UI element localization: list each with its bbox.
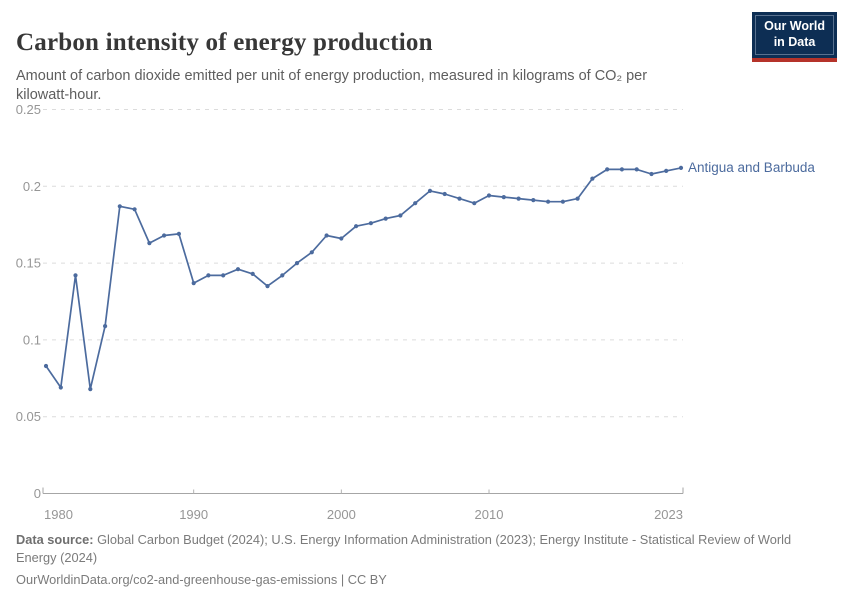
- data-point: [206, 273, 211, 278]
- data-point: [162, 233, 167, 238]
- data-source-text: Global Carbon Budget (2024); U.S. Energy…: [16, 532, 792, 565]
- data-point: [560, 199, 566, 204]
- data-point: [43, 363, 49, 369]
- data-point: [442, 191, 447, 197]
- y-tick-label: 0.2: [23, 179, 41, 194]
- data-point: [619, 167, 625, 172]
- data-point: [265, 284, 270, 289]
- data-point: [531, 198, 536, 203]
- chart-footer: Data source: Global Carbon Budget (2024)…: [16, 531, 798, 589]
- data-point: [427, 188, 433, 193]
- owid-logo-text: Our World in Data: [755, 15, 834, 56]
- data-point: [117, 204, 122, 209]
- data-point: [324, 233, 329, 238]
- y-tick-label: 0.05: [16, 409, 41, 424]
- data-point: [605, 167, 610, 172]
- data-point: [413, 201, 418, 206]
- y-tick-label: 0.25: [16, 102, 41, 117]
- data-point: [634, 167, 639, 172]
- data-point: [235, 267, 241, 272]
- data-point: [368, 221, 373, 226]
- y-tick-label: 0: [34, 486, 41, 501]
- data-source-line: Data source: Global Carbon Budget (2024)…: [16, 531, 798, 566]
- data-point: [501, 195, 506, 200]
- data-point: [132, 207, 137, 212]
- data-point: [147, 241, 152, 246]
- data-point: [457, 196, 462, 201]
- data-point: [383, 216, 388, 221]
- license-line: OurWorldinData.org/co2-and-greenhouse-ga…: [16, 572, 387, 588]
- series-entity-label: Antigua and Barbuda: [688, 159, 815, 175]
- data-line: [45, 167, 682, 390]
- owid-logo-line1: Our World: [764, 19, 825, 33]
- data-point: [103, 324, 108, 329]
- data-point: [472, 201, 477, 206]
- y-tick-label: 0.15: [16, 256, 41, 271]
- data-point: [664, 168, 669, 173]
- x-tick-label: 2010: [475, 507, 504, 522]
- x-tick-label: 1980: [44, 507, 73, 522]
- data-point: [73, 273, 78, 278]
- x-tick-label: 1990: [179, 507, 208, 522]
- data-point: [176, 231, 181, 236]
- data-point: [294, 261, 300, 266]
- data-point: [354, 224, 359, 229]
- data-point: [678, 165, 684, 170]
- x-tick-label: 2023: [654, 507, 683, 522]
- chart-subtitle: Amount of carbon dioxide emitted per uni…: [16, 67, 648, 103]
- data-point: [191, 281, 196, 286]
- data-source-label: Data source:: [16, 532, 94, 547]
- data-point: [546, 199, 551, 204]
- owid-logo: Our World in Data: [752, 12, 837, 63]
- data-point: [575, 196, 580, 201]
- data-point: [486, 193, 492, 198]
- data-point: [398, 213, 403, 218]
- data-point: [58, 385, 63, 390]
- page-title: Carbon intensity of energy production: [16, 28, 433, 56]
- data-point: [280, 273, 285, 278]
- data-point: [309, 250, 314, 255]
- data-point: [339, 236, 344, 241]
- data-point: [221, 273, 226, 278]
- data-point: [516, 196, 521, 201]
- data-point: [649, 171, 654, 177]
- data-point: [590, 176, 595, 181]
- x-tick-label: 2000: [327, 507, 356, 522]
- data-point: [250, 271, 255, 276]
- data-point: [88, 387, 93, 392]
- y-tick-label: 0.1: [23, 332, 41, 347]
- owid-logo-line2: in Data: [773, 34, 816, 49]
